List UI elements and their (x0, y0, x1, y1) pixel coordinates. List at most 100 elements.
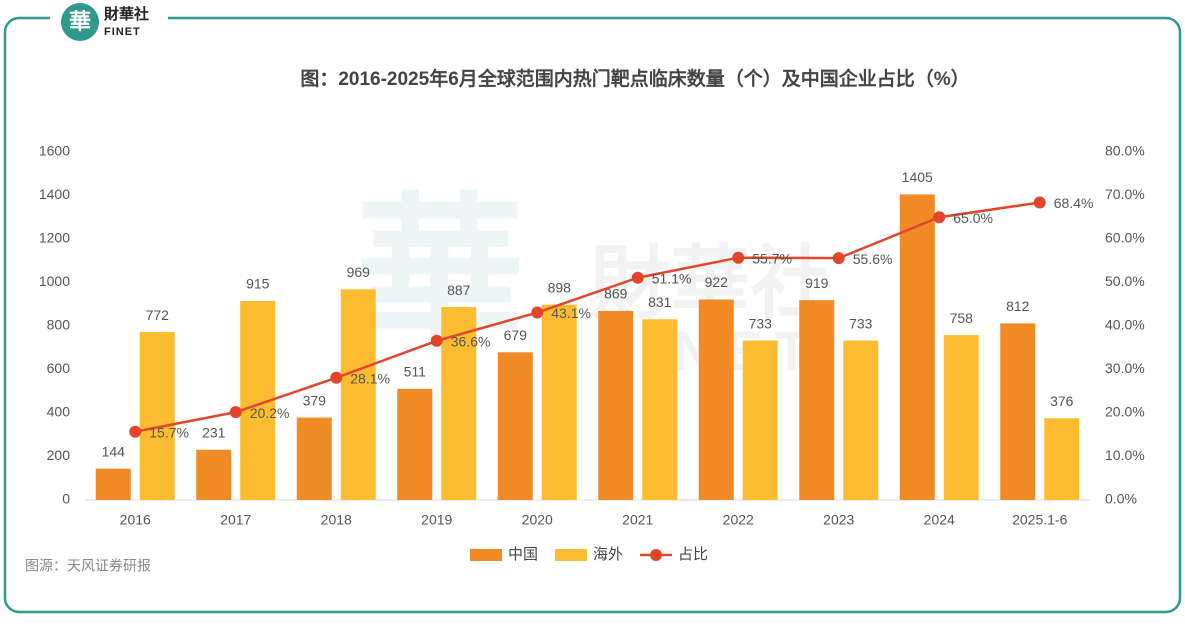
x-tick-label: 2019 (421, 512, 452, 528)
bar-label: 733 (849, 315, 873, 331)
y-tick-label: 1600 (39, 143, 70, 159)
legend-label: 中国 (508, 546, 538, 563)
line-point (832, 252, 845, 265)
logo-name: 財華社 (103, 5, 149, 23)
line-point (732, 251, 745, 264)
y2-tick-label: 10.0% (1105, 447, 1145, 463)
bar-label: 969 (347, 264, 371, 280)
line-point (330, 371, 343, 384)
x-tick-label: 2016 (120, 512, 151, 528)
line-label: 36.6% (451, 333, 491, 349)
line (135, 201, 1040, 433)
bar-label: 772 (146, 307, 170, 323)
y-tick-label: 1400 (39, 186, 70, 202)
x-tick-label: 2023 (823, 512, 854, 528)
line-label: 15.7% (149, 424, 189, 440)
legend-swatch (470, 549, 502, 561)
line-point (631, 271, 644, 284)
y2-tick-label: 20.0% (1105, 404, 1145, 420)
bar (397, 388, 433, 500)
line-label: 28.1% (350, 370, 390, 386)
legend-swatch (555, 549, 587, 561)
bar (95, 468, 131, 500)
bar (196, 449, 232, 500)
bar (1000, 323, 1036, 500)
bar-label: 231 (202, 424, 226, 440)
line-label: 65.0% (953, 210, 993, 226)
y2-tick-label: 60.0% (1105, 230, 1145, 246)
y2-tick-label: 40.0% (1105, 317, 1145, 333)
x-tick-label: 2024 (924, 512, 955, 528)
y-tick-label: 1200 (39, 230, 70, 246)
bar-label: 915 (246, 276, 270, 292)
bar (698, 299, 734, 500)
bar-label: 144 (102, 443, 126, 459)
bar-label: 922 (705, 274, 729, 290)
bar-label: 733 (749, 315, 773, 331)
line-point (1033, 196, 1046, 209)
line-label: 20.2% (250, 405, 290, 421)
bar-label: 758 (950, 310, 974, 326)
bar (742, 340, 778, 500)
x-tick-label: 2017 (220, 512, 251, 528)
x-tick-label: 2018 (321, 512, 352, 528)
x-tick-label: 2021 (622, 512, 653, 528)
line-label: 43.1% (551, 305, 591, 321)
bar-label: 679 (504, 327, 528, 343)
bar-label: 919 (805, 275, 829, 291)
line-point (430, 334, 443, 347)
y2-tick-label: 80.0% (1105, 143, 1145, 159)
bar-label: 379 (303, 392, 327, 408)
bar-label: 376 (1050, 393, 1074, 409)
y2-tick-label: 70.0% (1105, 186, 1145, 202)
bar (497, 352, 533, 500)
logo-badge (61, 3, 99, 41)
bar (139, 332, 175, 500)
y-tick-label: 800 (47, 317, 71, 333)
x-tick-label: 2025.1-6 (1012, 512, 1067, 528)
y2-tick-label: 0.0% (1105, 491, 1137, 507)
bar (598, 310, 634, 500)
y2-tick-label: 30.0% (1105, 360, 1145, 376)
line-point (229, 406, 242, 419)
bar-label: 869 (604, 286, 628, 302)
logo-sub: FINET (104, 26, 141, 38)
y2-tick-label: 50.0% (1105, 273, 1145, 289)
legend-swatch (650, 549, 662, 561)
bar (296, 417, 332, 500)
bar-label: 511 (404, 364, 427, 380)
bar (541, 304, 577, 500)
x-tick-label: 2020 (522, 512, 553, 528)
legend-label: 占比 (678, 546, 708, 563)
bar (899, 194, 935, 500)
chart-title: 图：2016-2025年6月全球范围内热门靶点临床数量（个）及中国企业占比（%） (300, 67, 969, 90)
source: 图源：天风证券研报 (25, 558, 151, 574)
bar (799, 300, 835, 500)
line-point (531, 306, 544, 319)
bar-label: 887 (447, 282, 471, 298)
bar (642, 319, 678, 500)
logo-mark: 華 (69, 9, 91, 34)
line-label: 68.4% (1054, 195, 1094, 211)
bar-label: 898 (548, 279, 572, 295)
bar (441, 307, 477, 500)
line-label: 55.7% (752, 250, 792, 266)
bar-label: 1405 (902, 169, 933, 185)
bar (943, 335, 979, 500)
x-tick-label: 2022 (723, 512, 754, 528)
y-tick-label: 400 (47, 404, 71, 420)
y-tick-label: 0 (62, 491, 70, 507)
line-point (129, 425, 142, 438)
line-point (933, 211, 946, 224)
y-tick-label: 600 (47, 360, 71, 376)
legend-label: 海外 (593, 546, 623, 563)
bar-label: 812 (1006, 298, 1030, 314)
bar (843, 340, 879, 500)
line-label: 55.6% (853, 251, 893, 267)
bar (1044, 418, 1080, 500)
y-tick-label: 1000 (39, 273, 70, 289)
bar (340, 289, 376, 500)
line-label: 51.1% (652, 270, 692, 286)
